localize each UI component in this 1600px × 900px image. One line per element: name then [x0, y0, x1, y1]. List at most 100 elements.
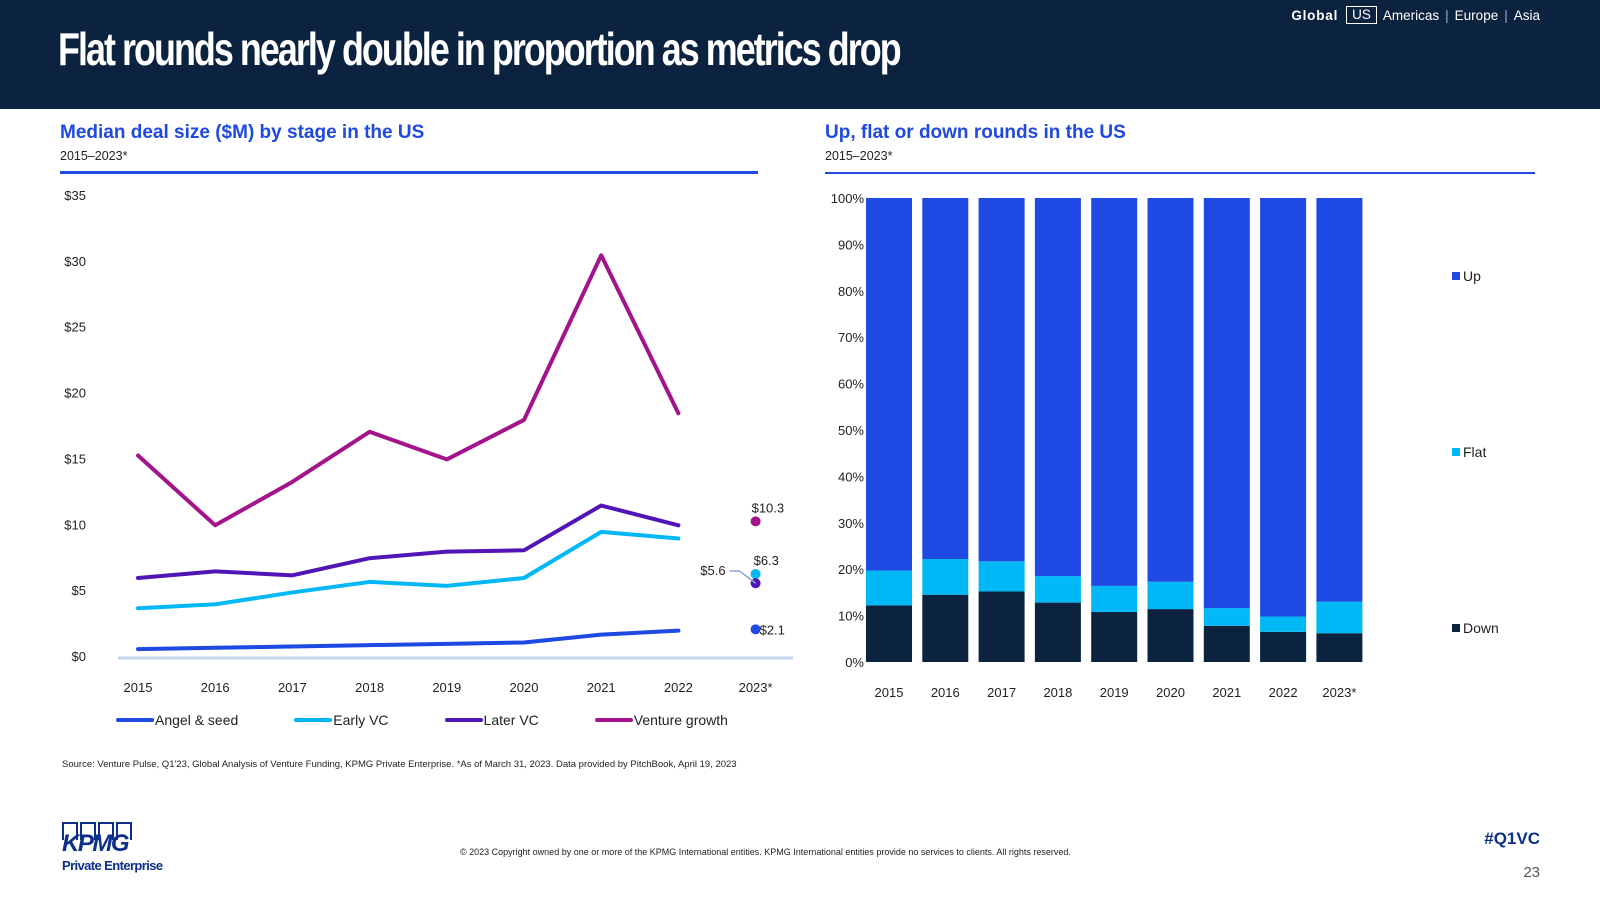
legend-item-up: Up: [1452, 268, 1481, 284]
x-tick-label: 2018: [1043, 685, 1072, 700]
legend-item: Later VC: [444, 712, 539, 728]
y-tick-label: 40%: [838, 469, 864, 484]
x-tick-label: 2017: [987, 685, 1016, 700]
legend-label: Venture growth: [633, 712, 728, 728]
series-line-later-vc: [136, 503, 681, 580]
bar-segment-up: [1316, 198, 1363, 602]
bar-segment-flat: [1203, 608, 1250, 626]
y-tick-label: $10: [64, 517, 86, 532]
y-tick-label: $20: [64, 386, 86, 401]
leader-line: [729, 570, 757, 584]
bar-segment-up: [978, 198, 1025, 562]
legend-label: Early VC: [333, 712, 389, 728]
line-chart-legend: Angel & seed Early VC Later VC Venture grow…: [116, 712, 728, 728]
bar-segment-flat: [1316, 601, 1363, 634]
x-tick-label: 2021: [587, 680, 616, 695]
y-tick-label: 20%: [838, 562, 864, 577]
bar-segment-down: [978, 591, 1025, 662]
data-label: $6.3: [754, 553, 779, 568]
region-europe-link[interactable]: Europe: [1454, 7, 1499, 23]
x-tick-label: 2020: [1156, 685, 1185, 700]
legend-label: Angel & seed: [155, 712, 239, 728]
bar-segment-flat: [978, 561, 1025, 592]
y-tick-label: 10%: [838, 609, 864, 624]
series-line-angel-seed: [136, 628, 681, 652]
y-tick-label: $35: [64, 188, 86, 203]
legend-item-flat: Flat: [1452, 444, 1486, 460]
data-point-2023: [750, 516, 761, 527]
bar-chart: 0% 10% 20% 30% 40% 50% 60% 70% 80% 90% 100% 2015 201…: [831, 191, 1363, 700]
kpmg-logo: KPMG Private Enterprise: [62, 822, 163, 873]
series-line-venture-growth: [136, 253, 681, 528]
bar-segment-flat: [1147, 581, 1194, 610]
line-chart-divider: [60, 171, 758, 174]
data-point-2023: [750, 569, 761, 580]
bar-segment-flat: [1034, 576, 1081, 603]
data-label: $10.3: [752, 500, 785, 515]
bar-segment-flat: [1260, 616, 1307, 632]
logo-boxes: [62, 822, 162, 840]
x-tick-label: 2022: [664, 680, 693, 695]
x-tick-label: 2016: [931, 685, 960, 700]
legend-swatch-flat: [1452, 448, 1460, 456]
y-tick-label: 60%: [838, 377, 864, 392]
legend-label: Later VC: [483, 712, 539, 728]
page-title: Flat rounds nearly double in proportion …: [58, 23, 902, 75]
data-label: $2.1: [760, 622, 785, 637]
x-tick-label: 2023*: [739, 680, 773, 695]
logo-subtitle: Private Enterprise: [62, 858, 163, 873]
data-point-2023: [750, 624, 761, 635]
bar-chart-subtitle: 2015–2023*: [825, 149, 893, 163]
bar-segment-up: [922, 198, 969, 559]
bar-segment-up: [1091, 198, 1138, 586]
x-tick-label: 2016: [201, 680, 230, 695]
bar-segment-up: [1260, 198, 1307, 617]
x-tick-label: 2015: [875, 685, 904, 700]
legend-item: Venture growth: [594, 712, 728, 728]
x-tick-label: 2019: [432, 680, 461, 695]
x-tick-label: 2023*: [1322, 685, 1356, 700]
legend-swatch: [594, 718, 633, 722]
x-tick-label: 2019: [1100, 685, 1129, 700]
legend-swatch: [444, 718, 483, 722]
bar-segment-down: [1260, 631, 1307, 662]
y-tick-label: 30%: [838, 516, 864, 531]
y-tick-label: 90%: [838, 237, 864, 252]
region-asia-link[interactable]: Asia: [1513, 7, 1540, 23]
bar-segment-up: [866, 198, 912, 571]
y-tick-label: $15: [64, 451, 86, 466]
x-tick-label: 2022: [1269, 685, 1298, 700]
legend-item-down: Down: [1452, 620, 1499, 636]
x-tick-label: 2015: [124, 680, 153, 695]
region-americas-link[interactable]: Americas: [1382, 7, 1440, 23]
header-bar: Flat rounds nearly double in proportion …: [0, 0, 1600, 109]
source-note: Source: Venture Pulse, Q1'23, Global Ana…: [62, 759, 737, 770]
copyright-text: © 2023 Copyright owned by one or more of…: [460, 847, 1071, 857]
bar-segment-down: [1316, 633, 1363, 662]
legend-swatch-down: [1452, 624, 1460, 632]
bar-segment-down: [1034, 602, 1081, 662]
legend-item: Early VC: [294, 712, 389, 728]
legend-swatch: [294, 718, 333, 722]
x-tick-label: 2018: [355, 680, 384, 695]
y-tick-label: $25: [64, 320, 86, 335]
legend-swatch: [116, 718, 154, 722]
logo-wordmark: KPMG: [62, 830, 130, 857]
series-line-early-vc: [136, 529, 681, 611]
legend-label-up: Up: [1463, 268, 1481, 284]
region-us-link[interactable]: US: [1346, 6, 1377, 24]
bar-segment-down: [1147, 609, 1194, 662]
bar-segment-down: [1091, 611, 1138, 662]
line-chart: $0 $5 $10 $15 $20 $25 $30 $35 2015 2016 2017 2018 20…: [64, 188, 793, 695]
legend-label-down: Down: [1463, 620, 1499, 636]
region-separator: |: [1445, 7, 1449, 23]
x-tick-label: 2020: [510, 680, 539, 695]
y-tick-label: $0: [72, 649, 86, 664]
page-number: 23: [1523, 864, 1540, 881]
legend-label-flat: Flat: [1463, 444, 1487, 460]
y-tick-label: 100%: [831, 191, 865, 206]
region-global-link[interactable]: Global: [1291, 7, 1339, 23]
line-chart-subtitle: 2015–2023*: [60, 149, 128, 163]
bar-segment-flat: [1091, 585, 1138, 612]
x-tick-label: 2021: [1212, 685, 1241, 700]
